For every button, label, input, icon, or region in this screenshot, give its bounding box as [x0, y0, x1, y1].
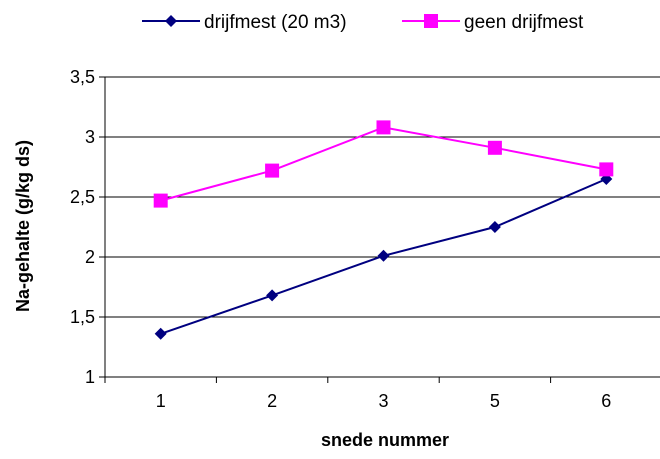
legend-marker-geen-drijfmest — [424, 14, 438, 28]
axes — [99, 76, 660, 383]
data-point — [488, 221, 501, 233]
y-tick-labels: 1 1,5 2 2,5 3 3,5 — [70, 67, 95, 387]
x-tick-label: 1 — [156, 391, 166, 411]
data-point — [599, 162, 614, 177]
legend-label-drijfmest: drijfmest (20 m3) — [204, 12, 347, 33]
x-tick-labels: 1 2 3 5 6 — [156, 391, 612, 411]
data-point — [153, 193, 168, 208]
y-tick-label: 3,5 — [70, 67, 95, 87]
series — [153, 120, 614, 340]
legend-label-geen-drijfmest: geen drijfmest — [464, 12, 584, 33]
x-tick-label: 2 — [267, 391, 277, 411]
x-tick-label: 3 — [378, 391, 388, 411]
series-line-1 — [160, 126, 607, 202]
legend: drijfmest (20 m3) geen drijfmest — [142, 12, 584, 33]
data-point — [265, 163, 280, 178]
legend-marker-drijfmest — [165, 15, 177, 27]
y-axis-title: Na-gehalte (g/kg ds) — [13, 140, 33, 312]
y-tick-label: 3 — [85, 127, 95, 147]
data-point — [376, 120, 391, 135]
data-point — [377, 249, 390, 262]
x-tick-label: 6 — [601, 391, 611, 411]
y-tick-label: 1,5 — [70, 307, 95, 327]
x-axis-title: snede nummer — [321, 430, 449, 450]
x-tick-label: 5 — [490, 391, 500, 411]
data-point — [487, 140, 502, 155]
y-tick-label: 1 — [85, 367, 95, 387]
data-point — [154, 327, 167, 340]
grid — [105, 76, 660, 318]
y-tick-label: 2 — [85, 247, 95, 267]
y-tick-label: 2,5 — [70, 187, 95, 207]
data-point — [266, 289, 279, 302]
